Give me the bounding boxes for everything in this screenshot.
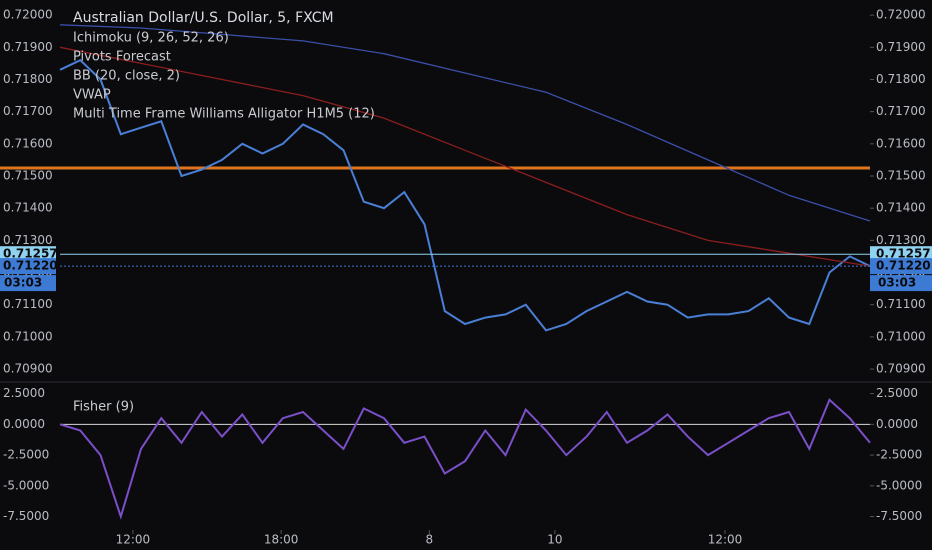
legend-entry: Pivots Forecast (73, 50, 171, 65)
countdown-bg (870, 275, 932, 292)
price-box: 0.71220 0.71220 (0, 258, 932, 275)
y-tick-label-left: 0.70900 (3, 362, 53, 376)
y-tick-label-right: 0.71400 (876, 201, 926, 215)
y-tick-label-left: 0.71600 (3, 136, 53, 150)
y-tick-label-left: -2.5000 (3, 448, 49, 462)
x-tick-label: 8 (426, 533, 434, 547)
price-box-bg-left (0, 258, 56, 275)
y-tick-label-right: 0.71900 (876, 40, 926, 54)
chart-title: Fisher (9) (73, 400, 134, 415)
x-tick-label: 10 (547, 533, 562, 547)
y-tick-label-left: 0.0000 (3, 417, 45, 431)
countdown-bg-left (0, 275, 56, 292)
x-tick-label: 12:00 (708, 533, 743, 547)
y-tick-label-left: 2.5000 (3, 386, 45, 400)
y-tick-label-left: 0.71300 (3, 233, 53, 247)
legend-entry: VWAP (73, 88, 111, 103)
y-tick-label-left: -5.0000 (3, 478, 49, 492)
series-line (59, 398, 871, 520)
y-tick-label-left: 0.71500 (3, 169, 53, 183)
price-label-right: 0.71220 (876, 259, 931, 273)
y-tick-label-left: 0.71400 (3, 201, 53, 215)
legend-entry: BB (20, close, 2) (73, 69, 180, 84)
countdown: 03:03 (878, 276, 916, 290)
y-tick-label-right: -5.0000 (876, 478, 922, 492)
countdown-left: 03:03 (4, 276, 42, 290)
y-tick-label-right: 0.71800 (876, 72, 926, 86)
chart-title: Australian Dollar/U.S. Dollar, 5, FXCM (73, 10, 334, 26)
legend-entry: Ichimoku (9, 26, 52, 26) (73, 31, 229, 46)
y-tick-label-right: 0.72000 (876, 8, 926, 22)
y-tick-label-right: 0.0000 (876, 417, 918, 431)
y-tick-label-right: 0.70900 (876, 362, 926, 376)
y-tick-label-left: 0.71800 (3, 72, 53, 86)
y-tick-label-right: 0.71300 (876, 233, 926, 247)
y-tick-label-left: 0.71900 (3, 40, 53, 54)
y-tick-label-right: 2.5000 (876, 386, 918, 400)
series-line (59, 24, 871, 222)
price-label-right: 0.71257 (876, 247, 931, 261)
price-box-bg (870, 258, 932, 275)
y-tick-label-right: 0.71000 (876, 329, 926, 343)
legend-entry: Multi Time Frame Williams Alligator H1M5… (73, 107, 375, 122)
y-tick-label-right: 0.71700 (876, 104, 926, 118)
y-tick-label-right: -2.5000 (876, 448, 922, 462)
y-tick-label-right: 0.71500 (876, 169, 926, 183)
y-tick-label-right: -7.5000 (876, 509, 922, 523)
y-tick-label-left: 0.72000 (3, 8, 53, 22)
y-tick-label-right: 0.71600 (876, 136, 926, 150)
y-tick-label-left: 0.71100 (3, 297, 53, 311)
y-tick-label-left: 0.71700 (3, 104, 53, 118)
y-tick-label-left: -7.5000 (3, 509, 49, 523)
x-tick-label: 18:00 (264, 533, 299, 547)
countdown-box: 03:03 03:03 (0, 275, 932, 292)
y-tick-label-right: 0.71100 (876, 297, 926, 311)
price-label-left: 0.71257 (3, 247, 58, 261)
series-line (59, 46, 871, 267)
x-tick-label: 12:00 (116, 533, 151, 547)
y-tick-label-left: 0.71000 (3, 329, 53, 343)
price-label-left: 0.71220 (3, 259, 58, 273)
series-line (59, 59, 871, 332)
